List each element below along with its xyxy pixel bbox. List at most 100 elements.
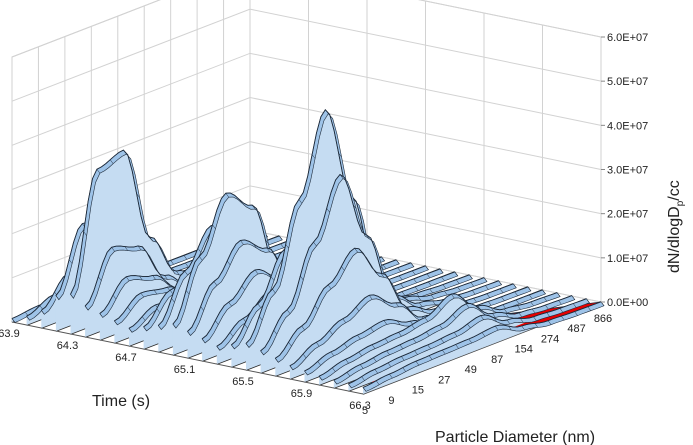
surface-band-tick bbox=[396, 259, 400, 264]
surface-band-tick bbox=[245, 343, 250, 348]
surface-band-tick bbox=[327, 284, 332, 290]
surface-band-tick bbox=[260, 350, 264, 356]
surface-band-tick bbox=[109, 159, 114, 164]
z-tick-label: 2.0E+07 bbox=[607, 209, 648, 221]
surface-band-tick bbox=[455, 344, 459, 349]
surface-band-tick bbox=[164, 275, 168, 280]
surface-band-tick bbox=[153, 289, 158, 295]
surface-slice-outline bbox=[318, 292, 558, 377]
surface-band-tick bbox=[399, 344, 404, 349]
surface-band-tick bbox=[355, 306, 360, 312]
surface-band-tick bbox=[289, 365, 294, 370]
surface-band-tick bbox=[402, 367, 406, 372]
surface-band-tick bbox=[354, 248, 358, 253]
surface-band-tick bbox=[41, 310, 45, 315]
surface-band-tick bbox=[240, 240, 244, 245]
time-tick-label: 65.1 bbox=[174, 364, 195, 376]
surface-band-tick bbox=[490, 307, 495, 312]
surface-band-tick bbox=[501, 296, 505, 301]
surface-slice-outline bbox=[275, 247, 514, 359]
surface-band-tick bbox=[558, 300, 562, 305]
surface-band-tick bbox=[385, 338, 389, 343]
surface-band-tick bbox=[228, 302, 232, 307]
surface-band-tick bbox=[176, 270, 180, 276]
surface-band-tick bbox=[395, 302, 399, 307]
surface-band-tick bbox=[587, 306, 591, 311]
surface-band-tick bbox=[98, 276, 102, 281]
z-tick-label: 1.0E+07 bbox=[607, 253, 648, 265]
surface-band-tick bbox=[480, 315, 484, 320]
surface-band-tick bbox=[369, 295, 373, 300]
surface-band-tick bbox=[111, 247, 115, 252]
surface-band-tick bbox=[169, 290, 174, 295]
tick-layer: 63.9 64.3 64.7 65.1 65.5 65.9 66.35 9 15 27 49 87 15… bbox=[0, 32, 648, 417]
surface-band-tick bbox=[420, 307, 424, 313]
surface-band-tick bbox=[417, 296, 422, 301]
surface-band-tick bbox=[152, 275, 156, 280]
surface-band-tick bbox=[442, 349, 446, 355]
surface-band-tick bbox=[200, 306, 204, 311]
surface-band-tick bbox=[143, 326, 147, 332]
surface-band-tick bbox=[280, 243, 284, 248]
surface-slice-outline bbox=[260, 173, 499, 352]
surface-band-tick bbox=[571, 295, 575, 300]
surface-band-tick bbox=[465, 303, 470, 308]
surface-band-tick bbox=[96, 169, 101, 174]
surface-band-tick bbox=[439, 324, 443, 330]
surface-band-tick bbox=[534, 323, 539, 328]
surface-band-tick bbox=[454, 332, 458, 337]
surface-band-tick bbox=[156, 308, 161, 313]
surface-band-tick bbox=[127, 306, 131, 312]
surface-band-tick bbox=[125, 276, 130, 281]
surface-band-tick bbox=[128, 328, 133, 333]
surface-band-tick bbox=[84, 305, 89, 311]
surface-band-tick bbox=[311, 154, 316, 159]
surface-band-tick bbox=[386, 350, 390, 355]
surface-band-tick bbox=[514, 291, 518, 296]
surface-band-tick bbox=[424, 317, 429, 322]
surface-band-tick bbox=[361, 376, 365, 381]
surface-band-tick bbox=[470, 282, 474, 287]
surface-band-tick bbox=[302, 353, 307, 359]
surface-band-tick bbox=[68, 259, 73, 264]
surface-band-tick bbox=[398, 332, 402, 337]
surface-band-tick bbox=[279, 235, 283, 241]
time-tick-label: 63.9 bbox=[0, 328, 20, 340]
z-tick-label: 6.0E+07 bbox=[607, 32, 648, 44]
surface-band-tick bbox=[185, 262, 189, 268]
surface-band-tick bbox=[573, 303, 577, 308]
surface-band-tick bbox=[272, 288, 276, 294]
surface-band-tick bbox=[454, 271, 458, 277]
surface-band-tick bbox=[521, 325, 525, 331]
surface-band-tick bbox=[254, 269, 259, 275]
surface-band-tick bbox=[414, 350, 418, 355]
surface-band-tick bbox=[316, 342, 320, 347]
surface-band-tick bbox=[468, 338, 472, 344]
surface-band-tick bbox=[197, 248, 202, 253]
surface-band-tick bbox=[259, 316, 263, 321]
surface-band-tick bbox=[481, 332, 486, 337]
surface-band-tick bbox=[483, 277, 488, 282]
surface-band-tick bbox=[387, 362, 392, 368]
surface-band-tick bbox=[545, 304, 549, 310]
surface-band-tick bbox=[546, 312, 550, 317]
surface-band-tick bbox=[11, 318, 16, 323]
time-tick-label: 64.7 bbox=[115, 352, 136, 364]
surface-band-tick bbox=[415, 361, 420, 366]
surface-band-tick bbox=[547, 320, 552, 325]
z-axis-title-main: dN/dlogD bbox=[666, 206, 683, 273]
surface-band-tick bbox=[426, 273, 431, 279]
z-tick-label: 3.0E+07 bbox=[607, 165, 648, 177]
surface-band-tick bbox=[141, 316, 146, 321]
surface-band-tick bbox=[542, 289, 546, 295]
surface-slice-outline bbox=[333, 295, 572, 381]
surface-band-tick bbox=[149, 236, 154, 242]
z-tick-label: 0.0E+00 bbox=[607, 297, 648, 309]
surface-band-tick bbox=[212, 224, 216, 229]
surface-band-tick bbox=[396, 320, 401, 325]
surface-band-tick bbox=[441, 276, 445, 282]
surface-band-tick bbox=[184, 270, 188, 276]
surface-band-tick bbox=[346, 372, 351, 377]
surface-band-tick bbox=[39, 305, 43, 310]
surface-band-tick bbox=[362, 387, 367, 392]
